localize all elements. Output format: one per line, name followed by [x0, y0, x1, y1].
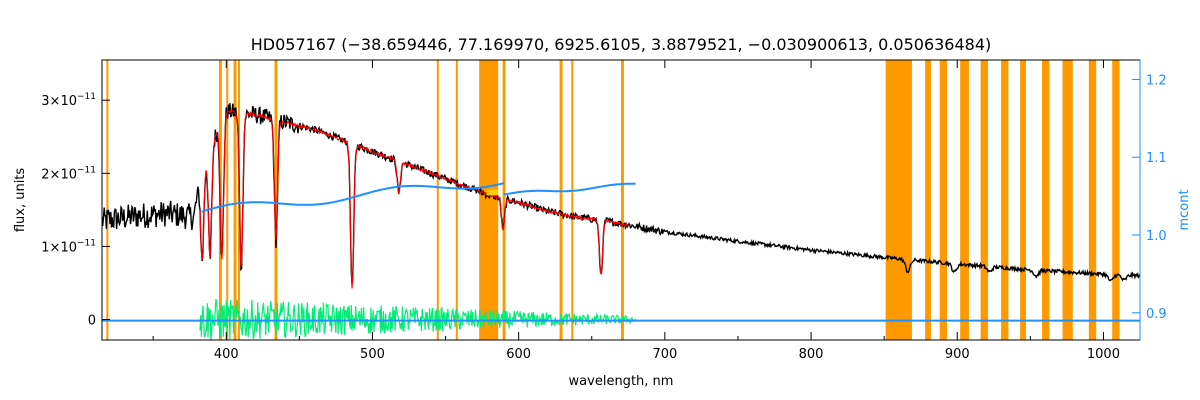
x-tick-label: 1000	[1087, 347, 1120, 362]
continuum-line	[503, 182, 636, 196]
mask-band	[559, 60, 563, 340]
y2-tick-label: 1.1	[1146, 151, 1167, 166]
residual-line	[199, 299, 636, 340]
x-tick-label: 700	[652, 347, 677, 362]
mask-band	[571, 60, 574, 340]
continuum-line	[201, 182, 505, 213]
y2-axis-label: mcont	[1177, 189, 1192, 230]
mask-band	[1001, 60, 1009, 340]
y2-tick-label: 0.9	[1146, 307, 1167, 322]
x-axis-label: wavelength, nm	[569, 374, 674, 389]
x-tick-label: 400	[214, 347, 239, 362]
y-tick-label: 2×10−11	[41, 165, 96, 182]
plot-series	[102, 103, 1140, 340]
mask-band	[1112, 60, 1120, 340]
mask-band	[939, 60, 948, 340]
mask-band	[621, 60, 624, 340]
y2-tick-label: 1.2	[1146, 73, 1167, 88]
y-tick-label: 1×10−11	[41, 238, 96, 255]
mask-band	[479, 60, 499, 340]
y-tick-label: 0	[88, 314, 96, 329]
y-axis-label: flux, units	[13, 168, 28, 233]
mask-band	[1088, 60, 1097, 340]
mask-band	[502, 60, 506, 340]
mask-band	[960, 60, 969, 340]
mask-band	[436, 60, 439, 340]
mask-band	[885, 60, 912, 340]
highlight-patch	[486, 189, 499, 196]
mask-band	[925, 60, 931, 340]
mask-band	[980, 60, 988, 340]
mask-band	[455, 60, 458, 340]
axes: 400 500 600 700 800 900 1000 0 1×10−11 2×10−11 3×1…	[41, 60, 1167, 362]
x-tick-label: 800	[799, 347, 824, 362]
mask-band	[1062, 60, 1073, 340]
mask-band	[274, 60, 278, 340]
mask-band	[233, 60, 237, 340]
mask-band	[226, 60, 229, 340]
x-tick-label: 600	[506, 347, 531, 362]
mask-band	[1042, 60, 1050, 340]
y2-tick-label: 1.0	[1146, 229, 1167, 244]
x-tick-label: 500	[360, 347, 385, 362]
mask-band	[106, 60, 109, 340]
mask-bands	[106, 60, 1120, 340]
model-spectrum-line	[199, 109, 629, 289]
x-tick-label: 900	[945, 347, 970, 362]
chart-title: HD057167 (−38.659446, 77.169970, 6925.61…	[251, 35, 992, 54]
y-tick-label: 3×10−11	[41, 92, 96, 109]
mask-band	[1020, 60, 1026, 340]
